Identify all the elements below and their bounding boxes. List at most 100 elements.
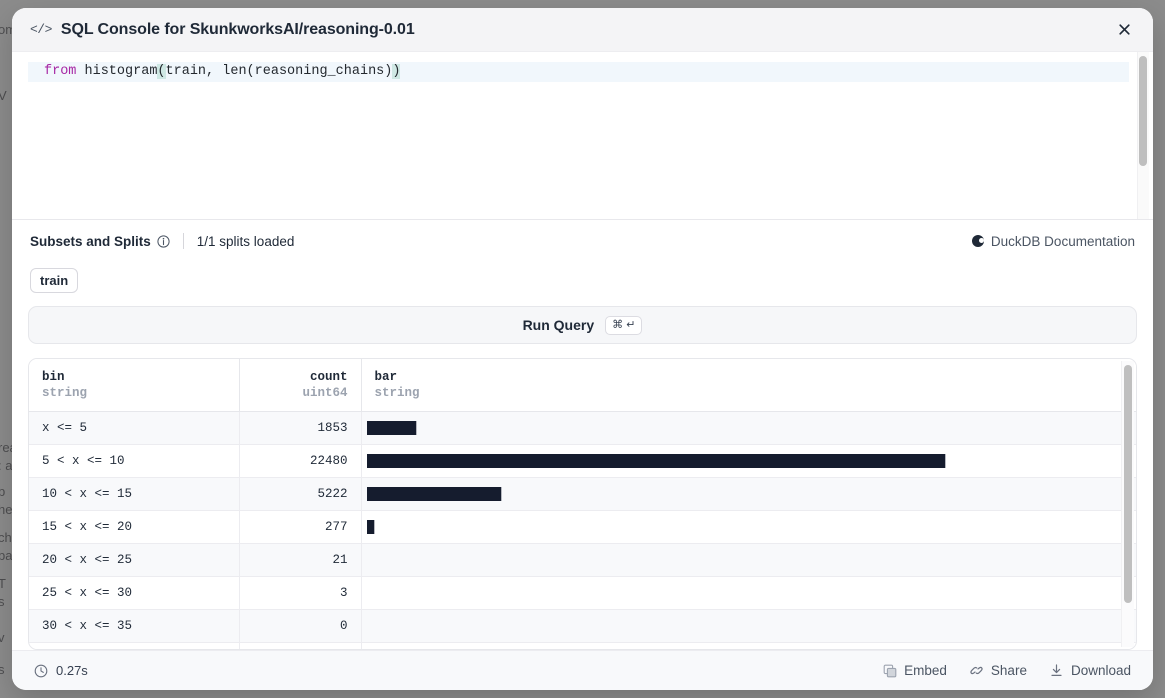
table-row[interactable]: 35 < x <= 401 [29,642,1136,649]
column-type: uint64 [302,386,348,400]
cell-count: 21 [239,543,362,577]
duckdb-documentation-link[interactable]: DuckDB Documentation [971,233,1135,249]
sql-close-paren: ) [392,64,401,79]
run-query-button[interactable]: Run Query ⌘ ↵ [28,306,1137,344]
column-name: count [309,370,348,384]
column-header-bar[interactable]: bar string [361,359,1136,412]
background-text: v [0,630,5,645]
table-row[interactable]: 15 < x <= 20 277 [29,510,1136,544]
cell-bar [361,543,1136,577]
duckdb-documentation-label: DuckDB Documentation [990,233,1135,249]
subsets-label: Subsets and Splits [30,233,151,249]
cell-bin: 25 < x <= 30 [29,576,240,610]
query-timing: 0.27s [34,663,88,678]
run-query-shortcut: ⌘ ↵ [605,315,643,335]
cell-count: 0 [239,609,362,643]
download-button[interactable]: Download [1049,663,1131,678]
cell-bin: 20 < x <= 25 [29,543,240,577]
column-type: string [42,386,88,400]
duckdb-icon [971,235,984,247]
column-type: string [374,386,420,400]
split-chip-train[interactable]: train [30,267,79,293]
sql-fn-name: histogram [76,64,158,79]
results-table-head: bin string count uint64 bar string [29,359,1136,412]
cell-bin: 30 < x <= 35 [29,609,240,643]
table-scrollbar-thumb[interactable] [1124,365,1132,603]
link-icon [970,666,983,675]
download-label: Download [1070,663,1131,678]
cell-bar [361,510,1136,544]
embed-label: Embed [904,663,947,678]
results-footer: 0.27s Embed Share [12,650,1153,690]
sql-code: from histogram(train, len(reasoning_chai… [44,62,401,82]
column-header-bin[interactable]: bin string [29,359,240,412]
cell-bar [361,444,1136,478]
results-table: bin string count uint64 bar string x <= 5 1853… [29,359,1136,649]
cell-bar [361,609,1136,643]
cell-count: 3 [239,576,362,610]
background-text: T [0,576,6,591]
results-table-body: x <= 5 1853 5 < x <= 10 22480 10 < x <= 15 52… [29,411,1136,649]
embed-button[interactable]: Embed [883,663,947,678]
editor-scrollbar-thumb[interactable] [1139,56,1147,166]
close-icon [1118,24,1130,35]
column-name: bin [42,370,65,384]
table-row[interactable]: 30 < x <= 35 0 [29,609,1136,643]
cell-bin: 5 < x <= 10 [29,444,240,478]
copy-icon [883,664,897,677]
close-button[interactable] [1111,17,1137,43]
footer-actions: Embed Share Download [883,663,1131,678]
cell-bar [361,411,1136,445]
background-text: he [0,502,13,517]
table-row[interactable]: 10 < x <= 15 5222 [29,477,1136,511]
download-icon [1051,664,1062,676]
cell-bin: 35 < x <= 40 [29,642,240,649]
background-text: : a [0,458,13,473]
divider [182,233,184,249]
table-header-row: bin string count uint64 bar string [29,359,1136,412]
sql-keyword: from [44,64,77,79]
sql-console-modal: </> SQL Console for SkunkworksAI/reasoni… [12,8,1153,690]
table-row[interactable]: 20 < x <= 25 21 [29,543,1136,577]
histogram-bar [366,519,375,534]
split-chips: train [12,262,1153,298]
sql-editor-active-line[interactable]: from histogram(train, len(reasoning_chai… [28,62,1129,82]
cell-count: 22480 [239,444,362,478]
background-text: b [0,484,6,499]
cell-count: 1853 [239,411,362,445]
sql-open-paren: ( [157,64,166,79]
clock-icon [34,664,48,677]
cell-bin: 15 < x <= 20 [29,510,240,544]
table-row[interactable]: 25 < x <= 30 3 [29,576,1136,610]
cell-count: 277 [239,510,362,544]
background-text: ba [0,548,13,563]
cell-bin: x <= 5 [29,411,240,445]
sql-args: train, len(reasoning_chains) [165,64,393,79]
histogram-bar [366,453,946,468]
splits-loaded-status: 1/1 splits loaded [196,233,295,249]
page-title: SQL Console for SkunkworksAI/reasoning-0… [60,20,415,38]
share-button[interactable]: Share [969,663,1027,678]
cell-bar [361,477,1136,511]
background-text: V [0,88,7,103]
code-icon: </> [30,22,52,37]
cell-bar [361,642,1136,649]
histogram-bar [366,420,417,435]
cell-bin: 10 < x <= 15 [29,477,240,511]
histogram-bar [366,486,502,501]
cell-bar [361,576,1136,610]
subsets-and-splits-row: Subsets and Splits 1/1 splits loaded Duc… [12,220,1153,262]
table-row[interactable]: x <= 5 1853 [29,411,1136,445]
sql-editor[interactable]: from histogram(train, len(reasoning_chai… [12,52,1153,220]
column-header-count[interactable]: count uint64 [239,359,362,412]
background-text: s [0,594,5,609]
cell-count: 1 [239,642,362,649]
column-name: bar [374,370,398,384]
share-label: Share [990,663,1027,678]
query-duration: 0.27s [56,663,88,678]
info-icon[interactable] [157,234,170,248]
run-query-label: Run Query [522,317,595,333]
cell-count: 5222 [239,477,362,511]
table-row[interactable]: 5 < x <= 10 22480 [29,444,1136,478]
results-table-container: bin string count uint64 bar string x <= 5 1853… [28,358,1137,650]
